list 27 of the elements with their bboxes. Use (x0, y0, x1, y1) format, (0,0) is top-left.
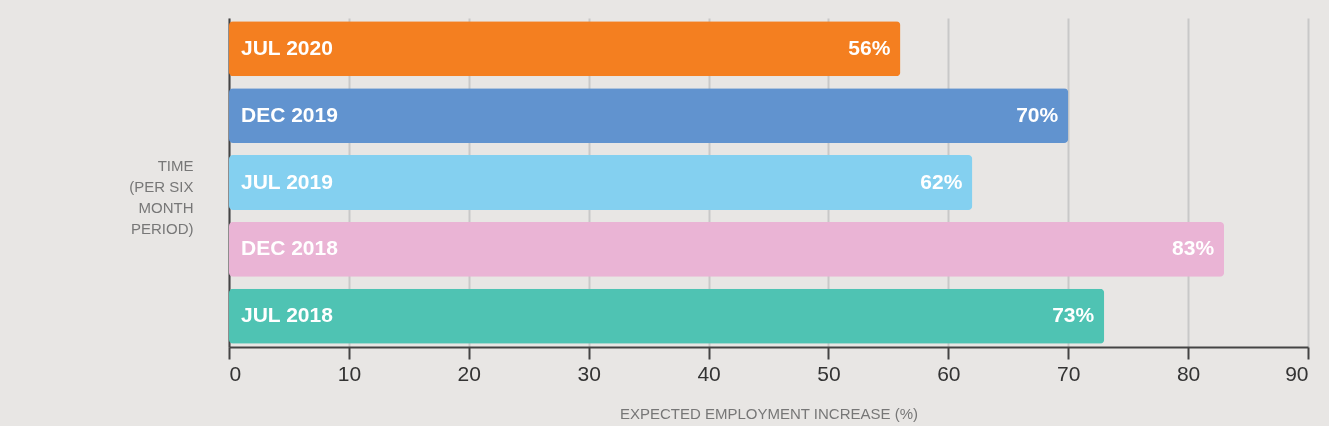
y-axis-title: TIME (PER SIX MONTH PERIOD) (129, 156, 194, 237)
data-label: 73% (1052, 303, 1095, 327)
x-tick-label: 10 (337, 361, 362, 385)
x-tick-label: 0 (229, 361, 242, 385)
data-label: 62% (920, 169, 963, 193)
x-axis-title: EXPECTED EMPLOYMENT INCREASE (%) (619, 404, 919, 422)
y-tick-label: JUL 2018 (241, 303, 334, 327)
data-label: 56% (848, 35, 891, 59)
y-tick-label: JUL 2020 (241, 35, 333, 59)
y-tick-label: DEC 2018 (241, 236, 339, 260)
x-tick-label: 40 (697, 361, 721, 385)
data-label: 83% (1172, 236, 1215, 260)
x-tick-label: 90 (1285, 361, 1309, 385)
x-tick-label: 80 (1176, 361, 1201, 385)
bar (229, 155, 973, 210)
data-label: 70% (1016, 102, 1059, 126)
y-tick-label: DEC 2019 (241, 102, 338, 126)
x-tick-label: 20 (457, 361, 481, 385)
x-tick-label: 70 (1057, 361, 1081, 385)
bar (229, 288, 1105, 344)
x-tick-label: 50 (817, 361, 841, 385)
y-tick-label: JUL 2019 (241, 169, 333, 193)
x-tick-label: 30 (577, 361, 601, 385)
bar (229, 221, 1225, 277)
bar (229, 88, 1069, 144)
x-tick-label: 60 (937, 361, 961, 385)
bar (229, 21, 901, 77)
